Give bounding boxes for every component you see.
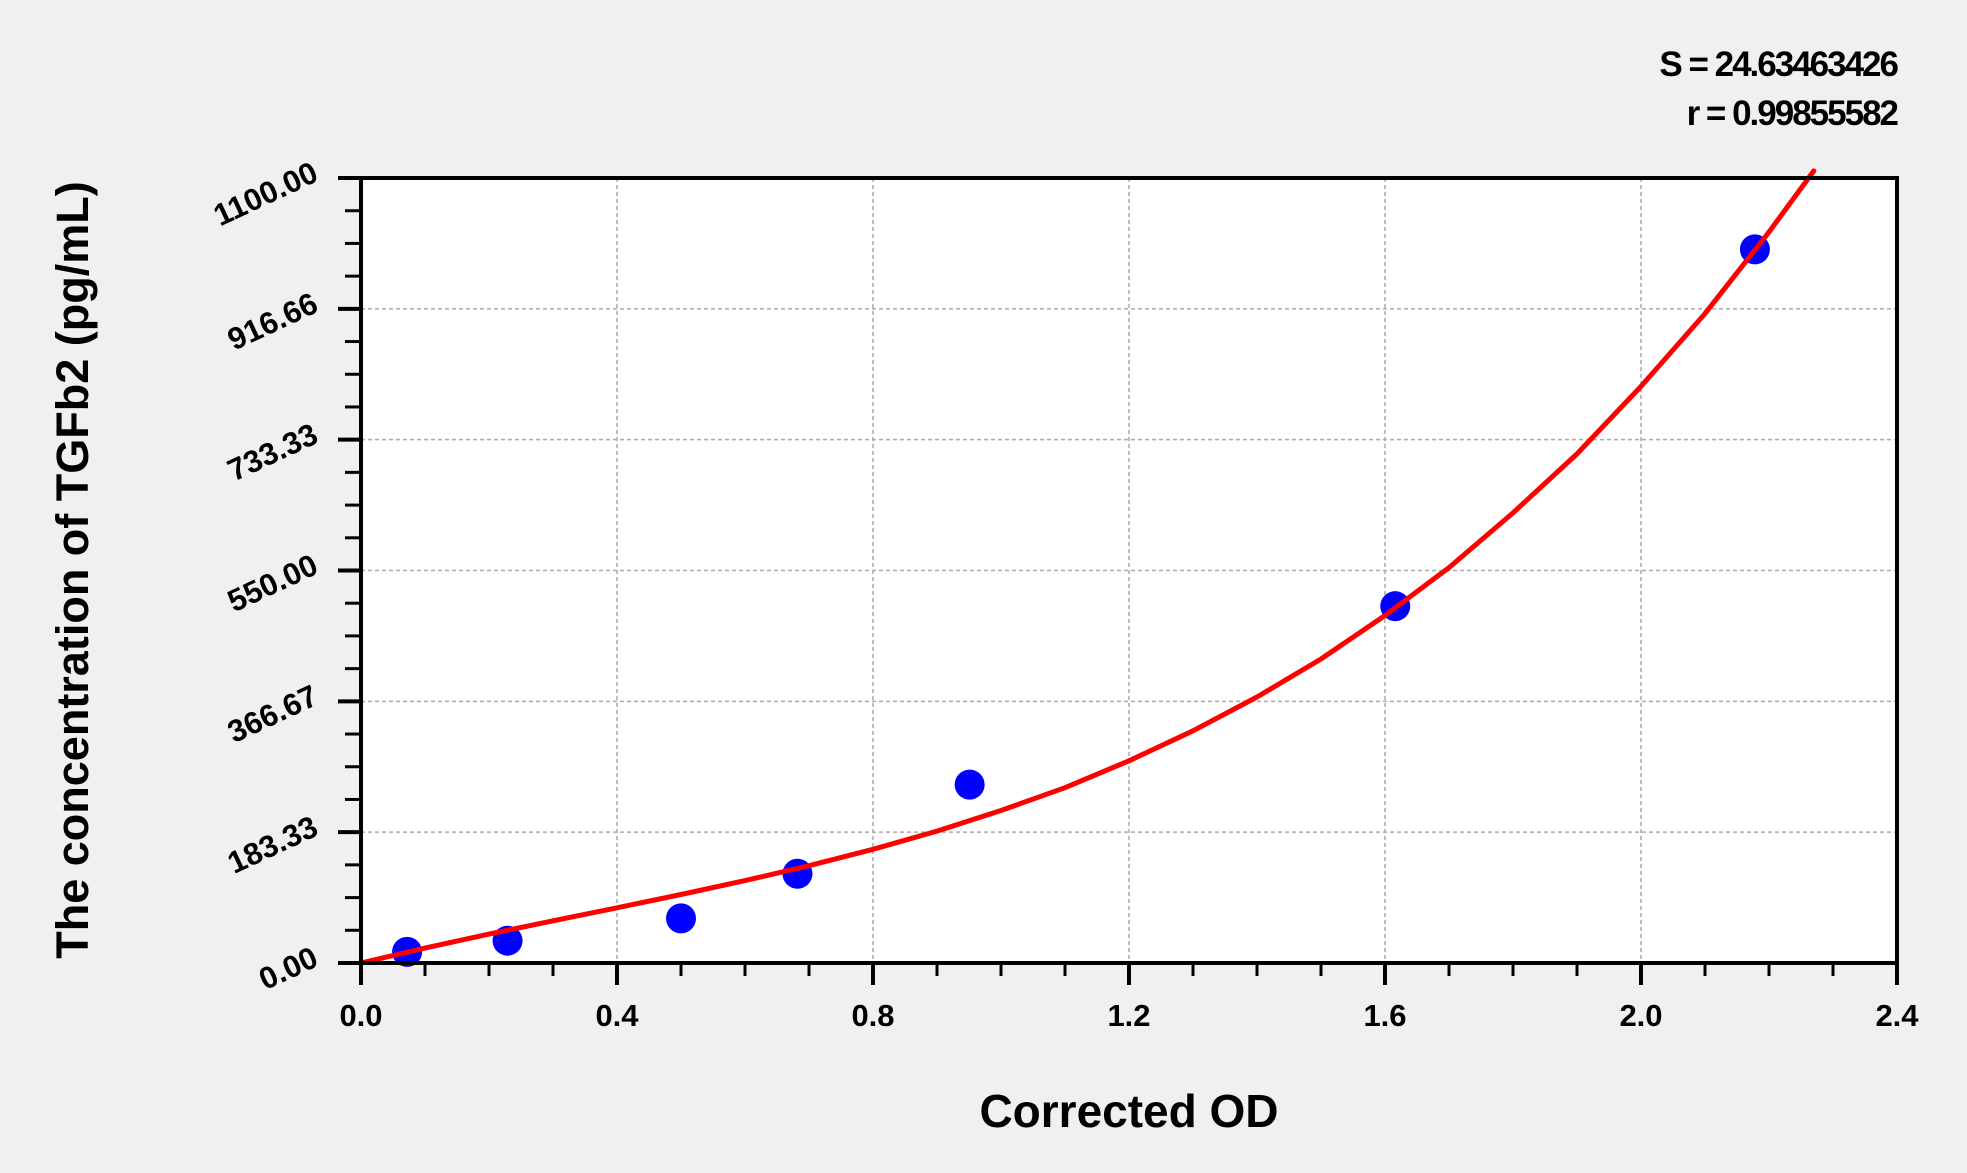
s-value-annotation: S = 24.63463426 xyxy=(1659,45,1898,84)
x-tick-label: 1.6 xyxy=(1363,998,1406,1033)
y-tick-label: 1100.00 xyxy=(208,155,323,233)
y-tick-label: 0.00 xyxy=(253,940,322,997)
data-point xyxy=(954,769,985,800)
fit-curve xyxy=(358,168,1817,966)
y-axis-title: The concentration of TGFb2 (pg/mL) xyxy=(47,181,98,958)
y-tick-label: 183.33 xyxy=(222,809,323,881)
y-tick-label: 366.67 xyxy=(222,678,323,750)
r-value-annotation: r = 0.99855582 xyxy=(1687,94,1899,133)
axis-ticks xyxy=(338,176,1899,985)
gridlines xyxy=(361,178,1897,963)
y-tick-label: 916.66 xyxy=(222,285,323,357)
x-tick-label: 0.8 xyxy=(851,998,894,1033)
fit-curve-layer xyxy=(358,168,1817,966)
x-tick-label: 1.2 xyxy=(1107,998,1150,1033)
data-point xyxy=(666,903,696,934)
x-tick-label: 2.4 xyxy=(1875,998,1919,1033)
y-tick-label: 550.00 xyxy=(222,547,323,619)
x-tick-labels: 0.0 0.4 0.8 1.2 1.6 2.0 2.4 xyxy=(339,998,1919,1033)
y-tick-labels: 0.00 183.33 366.67 550.00 733.33 916.66 1100.0… xyxy=(208,155,323,997)
x-tick-label: 0.0 xyxy=(339,998,382,1033)
y-tick-label: 733.33 xyxy=(222,416,323,488)
x-tick-label: 2.0 xyxy=(1619,998,1662,1033)
x-tick-label: 0.4 xyxy=(595,998,639,1033)
x-axis-title: Corrected OD xyxy=(979,1085,1278,1137)
data-point xyxy=(782,858,813,889)
